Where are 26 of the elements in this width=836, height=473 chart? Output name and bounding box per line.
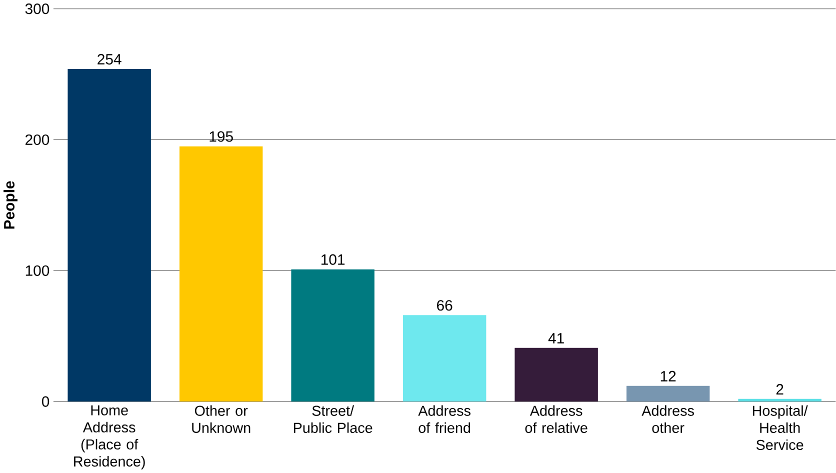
y-tick-label: 200 [26, 134, 50, 146]
x-tick-label: Home Address (Place of Residence) [74, 405, 145, 470]
x-tick-label: Address of relative [525, 405, 588, 433]
y-tick-label: 0 [42, 396, 50, 407]
bar [738, 398, 822, 402]
bar [68, 69, 151, 402]
data-label: 101 [321, 254, 345, 265]
x-tick-label: Street/ Public Place [294, 405, 372, 433]
data-label: 2 [776, 384, 784, 394]
y-axis-title: People [4, 181, 18, 229]
x-tick-label: Hospital/ Health Service [752, 405, 808, 450]
y-tick-label: 300 [25, 4, 50, 14]
bar [179, 146, 263, 402]
x-tick-label: Other or Unknown [192, 405, 250, 433]
bar [514, 348, 598, 402]
bar [291, 269, 374, 402]
y-tick-label: 100 [26, 265, 50, 276]
bar [402, 315, 486, 402]
x-tick-label: Address of friend [418, 405, 470, 433]
x-tick-label: Address other [642, 405, 694, 433]
data-label: 66 [437, 300, 452, 311]
data-label: 12 [660, 370, 676, 382]
bar [626, 386, 710, 402]
data-label: 254 [98, 54, 122, 65]
data-label: 195 [210, 131, 233, 142]
data-label: 41 [548, 333, 564, 344]
